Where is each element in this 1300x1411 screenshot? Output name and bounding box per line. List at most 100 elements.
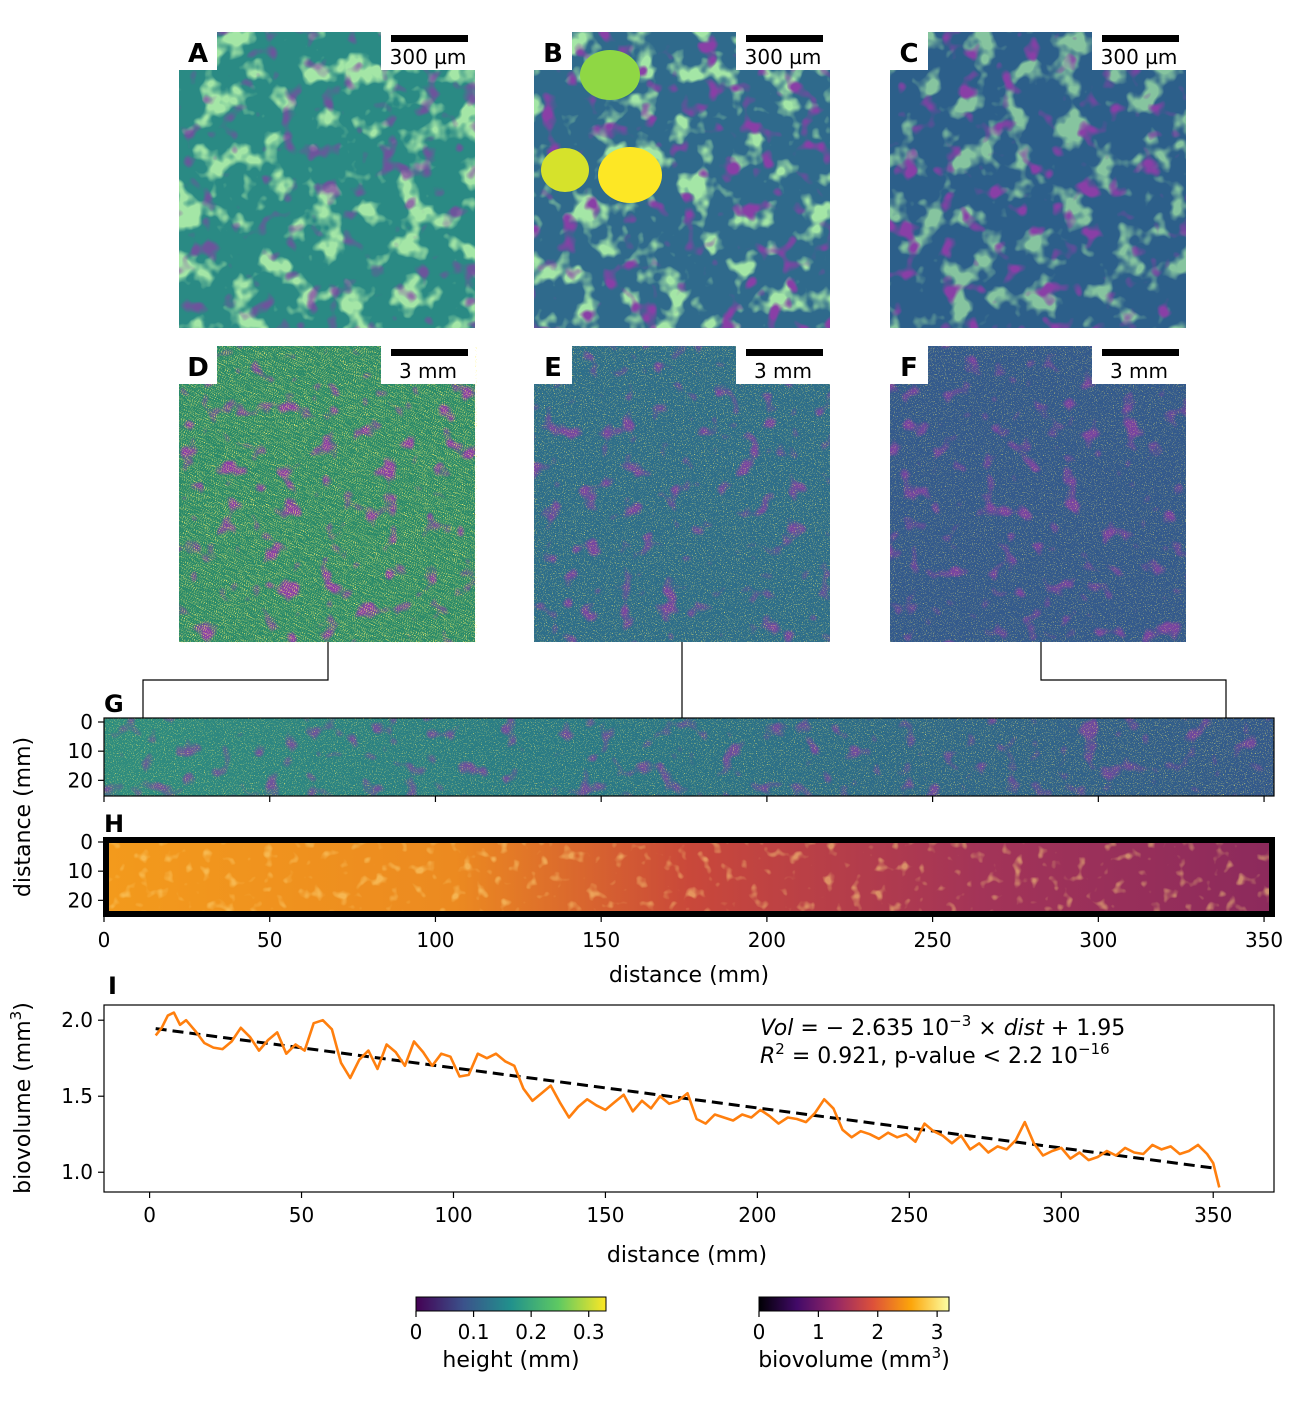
panel-f-scalebar bbox=[1102, 349, 1179, 356]
panel-f-letter: F bbox=[900, 353, 918, 383]
connector-lines bbox=[142, 642, 1227, 718]
panel-a-letter-bg bbox=[179, 32, 217, 70]
strips-ylabel: distance (mm) bbox=[11, 737, 36, 897]
fit-line bbox=[155, 1027, 1214, 1170]
panel-e-letter: E bbox=[544, 353, 562, 383]
panel-b-colony-2 bbox=[541, 148, 589, 192]
colorbar-height-label: height (mm) bbox=[442, 1348, 579, 1373]
ytick-label: 1.0 bbox=[61, 1160, 93, 1184]
panel-c-letter-bg bbox=[890, 32, 928, 70]
colorbar-tick-label: 0.2 bbox=[515, 1320, 547, 1344]
xtick-label: 150 bbox=[586, 1203, 624, 1227]
panel-e-scalebar bbox=[746, 349, 823, 356]
colorbar-height-bar bbox=[415, 1296, 607, 1312]
strip-h-letter: H bbox=[104, 810, 124, 838]
panel-b-scalebar-label: 300 µm bbox=[745, 45, 822, 69]
strip-h-yticks: 0 10 20 bbox=[68, 830, 104, 912]
panel-f: F 3 mm bbox=[890, 346, 1186, 642]
annotation-exp2: −16 bbox=[1078, 1040, 1110, 1058]
colorbar-biovolume-label-sup: 3 bbox=[932, 1344, 942, 1362]
strip-g-frame bbox=[103, 717, 1275, 797]
colorbar-tick-label: 1 bbox=[812, 1320, 825, 1344]
xtick-label: 200 bbox=[738, 1203, 776, 1227]
ytick-label: 2.0 bbox=[61, 1008, 93, 1032]
panel-i: I 0 50 100 150 200 250 300 350 1.0 1.5 2.0 distan… bbox=[7, 972, 1275, 1268]
connector-d bbox=[142, 642, 329, 718]
panel-f-letter-bg bbox=[890, 346, 928, 384]
panel-e: E 3 mm bbox=[534, 346, 830, 642]
panel-a-shadow bbox=[179, 32, 475, 328]
colorbar-biovolume: 0 1 2 3 biovolume (mm3) bbox=[753, 1296, 950, 1373]
line-i-ylabel: biovolume (mm3) bbox=[7, 1002, 36, 1194]
panel-a-letter: A bbox=[188, 39, 208, 69]
xtick-label: 300 bbox=[1042, 1203, 1080, 1227]
xtick-label: 250 bbox=[914, 928, 952, 952]
colorbar-biovolume-label-end: ) bbox=[941, 1348, 950, 1373]
panel-b-letter-bg bbox=[534, 32, 572, 70]
line-i-xlabel: distance (mm) bbox=[607, 1243, 767, 1268]
panel-b-colony-3 bbox=[580, 50, 640, 100]
xtick-label: 250 bbox=[890, 1203, 928, 1227]
annotation-r2: R2 = 0.921, p-value < 2.2 10−16 bbox=[760, 1040, 1110, 1069]
panel-d: D 3 mm bbox=[179, 346, 477, 643]
colorbar-tick-label: 3 bbox=[931, 1320, 944, 1344]
ytick-label: 20 bbox=[68, 888, 93, 912]
panel-a-scalebar-label: 300 µm bbox=[390, 45, 467, 69]
ytick-label: 0 bbox=[80, 830, 93, 854]
strip-g-letter: G bbox=[104, 690, 124, 718]
xtick-label: 50 bbox=[289, 1203, 314, 1227]
panel-a: A 300 µm bbox=[179, 32, 475, 328]
panel-c-scalebar-label: 300 µm bbox=[1101, 45, 1178, 69]
line-i-ylabel-sup: 3 bbox=[7, 1011, 25, 1021]
colorbar-tick-label: 0 bbox=[410, 1320, 423, 1344]
ytick-label: 10 bbox=[68, 739, 93, 763]
line-i-xticks: 0 50 100 150 200 250 300 350 bbox=[143, 1192, 1232, 1227]
xtick-label: 350 bbox=[1245, 928, 1283, 952]
panel-d-letter: D bbox=[187, 353, 209, 383]
ytick-label: 20 bbox=[68, 768, 93, 792]
colorbar-tick-label: 0 bbox=[753, 1320, 766, 1344]
annotation-r2-text: = 0.921, p-value < 2.2 10 bbox=[785, 1044, 1078, 1069]
colorbar-biovolume-ticks: 0 1 2 3 bbox=[753, 1311, 944, 1344]
annotation-times: × bbox=[971, 1016, 1003, 1041]
panel-f-scalebar-label: 3 mm bbox=[1110, 359, 1168, 383]
panel-d-scalebar bbox=[391, 349, 468, 356]
panel-d-speckle-2 bbox=[181, 347, 477, 643]
ytick-label: 10 bbox=[68, 859, 93, 883]
annotation-tail: + 1.95 bbox=[1044, 1016, 1125, 1041]
colorbar-height-ticks: 0 0.1 0.2 0.3 bbox=[410, 1311, 605, 1344]
colorbar-biovolume-label: biovolume (mm3) bbox=[758, 1344, 950, 1373]
colorbar-tick-label: 2 bbox=[871, 1320, 884, 1344]
line-i-yticks: 1.0 1.5 2.0 bbox=[61, 1008, 104, 1184]
panel-g: G 0 10 20 bbox=[68, 690, 1275, 802]
xtick-label: 0 bbox=[143, 1203, 156, 1227]
line-i-letter: I bbox=[108, 972, 117, 1000]
strip-g-speckle bbox=[104, 718, 1274, 796]
xtick-label: 50 bbox=[257, 928, 282, 952]
xtick-label: 150 bbox=[582, 928, 620, 952]
panel-e-speckle bbox=[534, 346, 830, 642]
panel-h: H 0 10 20 0 50 100 150 200 250 300 350 distance (… bbox=[68, 810, 1284, 988]
connector-f bbox=[1040, 642, 1227, 718]
annotation-equation: Vol = − 2.635 10−3 × dist + 1.95 bbox=[760, 1012, 1125, 1041]
xtick-label: 300 bbox=[1079, 928, 1117, 952]
xtick-label: 350 bbox=[1194, 1203, 1232, 1227]
colorbar-biovolume-label-main: biovolume (mm bbox=[758, 1348, 931, 1373]
colorbar-tick-label: 0.3 bbox=[573, 1320, 605, 1344]
line-i-ylabel-main: biovolume (mm bbox=[11, 1020, 36, 1193]
panel-a-scalebar bbox=[391, 35, 468, 42]
xtick-label: 200 bbox=[748, 928, 786, 952]
panel-d-letter-bg bbox=[179, 346, 217, 384]
panel-b: B 300 µm bbox=[534, 32, 830, 328]
colorbar-biovolume-bar bbox=[758, 1296, 950, 1312]
panel-b-colony-1 bbox=[598, 147, 662, 203]
panel-b-letter: B bbox=[543, 39, 563, 69]
panel-e-scalebar-label: 3 mm bbox=[754, 359, 812, 383]
colorbar-tick-label: 0.1 bbox=[458, 1320, 490, 1344]
strip-g-xticks bbox=[103, 796, 1265, 802]
panel-c-scalebar bbox=[1102, 35, 1179, 42]
biovolume-line bbox=[154, 1011, 1221, 1188]
panel-c: C 300 µm bbox=[890, 32, 1186, 328]
ytick-label: 1.5 bbox=[61, 1084, 93, 1108]
